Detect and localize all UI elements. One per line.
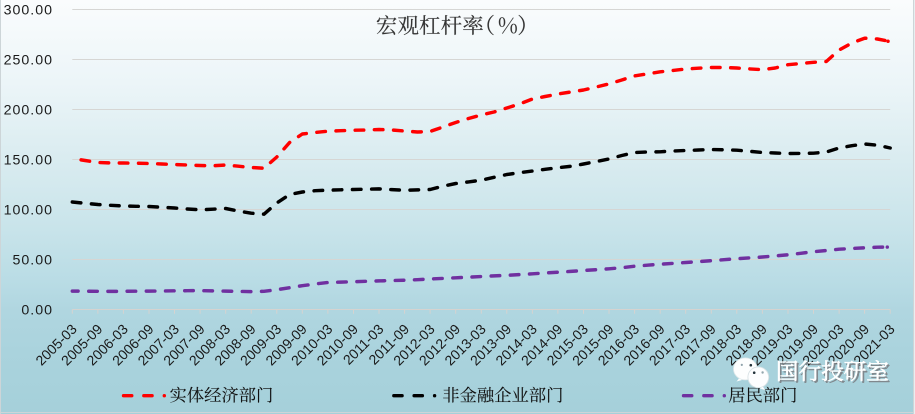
svg-text:200.00: 200.00 [4, 103, 53, 119]
svg-text:150.00: 150.00 [4, 153, 53, 169]
svg-text:0.00: 0.00 [21, 303, 53, 319]
svg-text:100.00: 100.00 [4, 203, 53, 219]
svg-text:50.00: 50.00 [12, 253, 53, 269]
svg-text:250.00: 250.00 [4, 53, 53, 69]
svg-text:300.00: 300.00 [4, 3, 53, 19]
